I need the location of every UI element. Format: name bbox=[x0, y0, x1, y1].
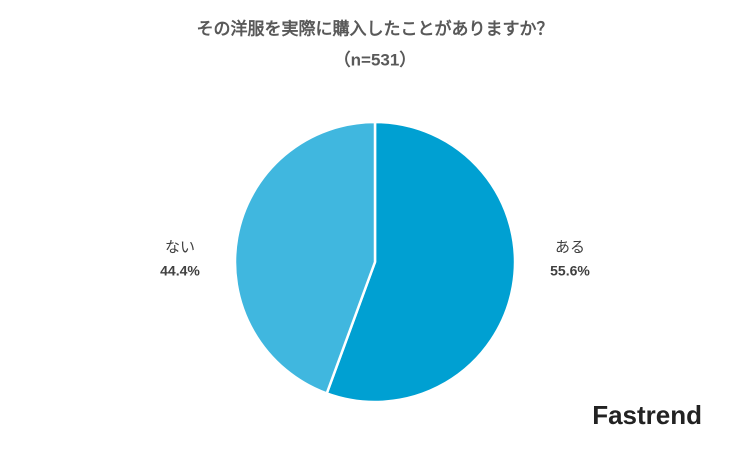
slice-label: ない bbox=[165, 239, 195, 256]
pie-slice bbox=[233, 120, 377, 396]
chart-title: その洋服を実際に購入したことがありますか？ bbox=[197, 18, 554, 38]
value-label: 55.6% bbox=[550, 263, 590, 279]
chart-subtitle: （n=531） bbox=[334, 49, 417, 69]
slice-label: ある bbox=[555, 239, 585, 256]
pie-slice bbox=[325, 120, 517, 404]
value-label: 44.4% bbox=[160, 263, 200, 279]
watermark: Fastrend bbox=[592, 400, 702, 430]
